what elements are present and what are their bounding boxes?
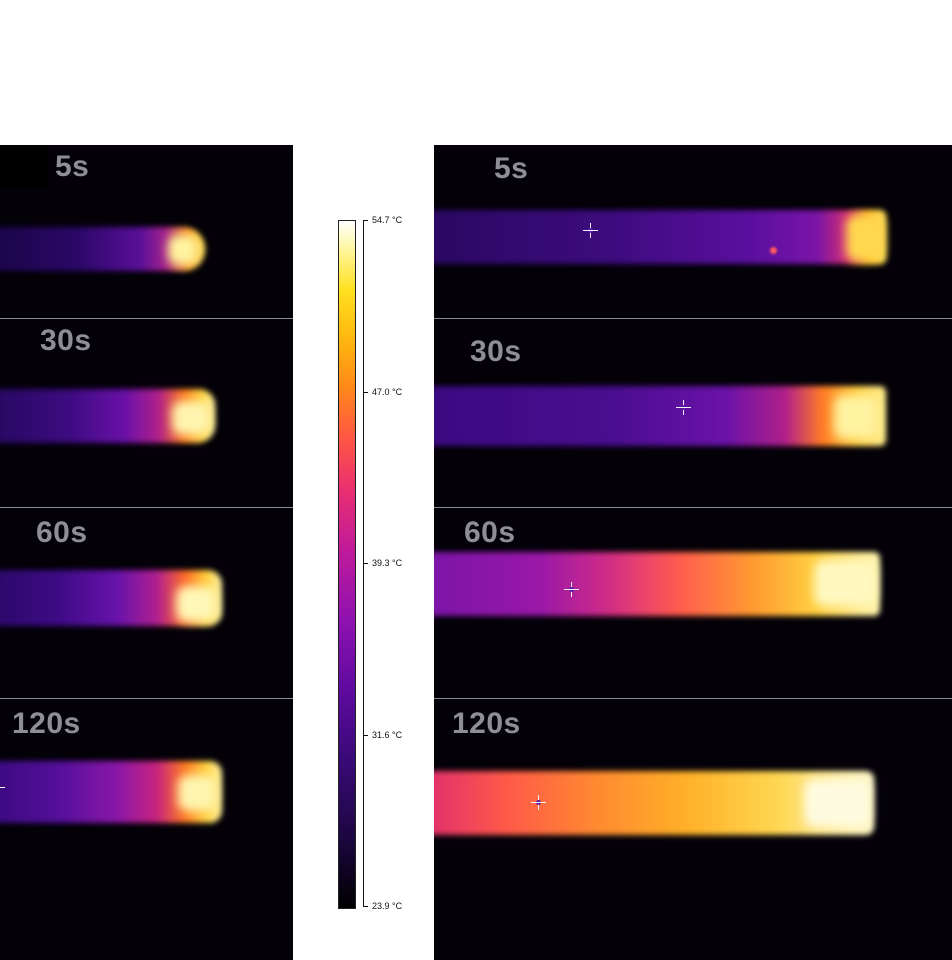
crosshair-marker <box>583 223 598 238</box>
corner-mask <box>0 145 48 189</box>
left-frame-5s: 5s <box>0 145 293 318</box>
hot-spot <box>172 401 210 435</box>
scale-tick <box>363 392 368 393</box>
frame-divider <box>0 507 293 508</box>
time-label: 30s <box>40 324 92 357</box>
hot-spot <box>178 775 216 811</box>
time-label: 60s <box>464 516 516 549</box>
hot-spot <box>176 586 216 622</box>
scale-label: 31.6 °C <box>372 730 403 740</box>
time-label: 5s <box>55 150 90 183</box>
crosshair-marker <box>564 582 579 597</box>
right-thermal-image: 5s 30s 60s 120s <box>434 145 952 960</box>
left-frame-30s: 30s <box>0 319 293 507</box>
frame-divider <box>0 318 293 319</box>
left-frame-120s: 120s <box>0 699 293 960</box>
time-label: 120s <box>12 707 81 740</box>
frame-divider <box>434 698 952 699</box>
time-label: 60s <box>36 516 88 549</box>
heated-rod <box>434 771 874 835</box>
time-label: 30s <box>470 335 522 368</box>
frame-divider <box>0 698 293 699</box>
hot-spot <box>168 235 198 265</box>
scale-label: 39.3 °C <box>372 558 403 568</box>
heated-rod <box>434 552 880 616</box>
right-frame-60s: 60s <box>434 508 952 698</box>
scale-tick <box>363 906 368 907</box>
frame-divider <box>434 318 952 319</box>
hot-spot <box>770 247 777 254</box>
hot-spot <box>834 395 878 439</box>
right-frame-30s: 30s <box>434 319 952 507</box>
heated-rod <box>434 210 886 264</box>
scale-tick <box>363 563 368 564</box>
frame-divider <box>434 507 952 508</box>
hot-spot <box>804 779 870 827</box>
heated-rod <box>434 386 886 446</box>
time-label: 5s <box>494 152 529 185</box>
scale-min-label: 23.9 °C <box>372 901 403 911</box>
right-frame-5s: 5s <box>434 145 952 318</box>
crosshair-marker <box>676 400 691 415</box>
crosshair-marker <box>531 795 546 810</box>
left-frame-60s: 60s <box>0 508 293 698</box>
cursor-mark <box>0 787 5 788</box>
scale-tick <box>363 735 368 736</box>
hot-spot <box>846 215 884 261</box>
temperature-scale-bar <box>338 220 356 909</box>
hot-spot <box>814 560 876 606</box>
time-label: 120s <box>452 707 521 740</box>
right-frame-120s: 120s <box>434 699 952 960</box>
scale-max-label: 54.7 °C <box>372 215 403 225</box>
scale-label: 47.0 °C <box>372 387 403 397</box>
left-thermal-image: 5s 30s 60s 120s <box>0 145 293 960</box>
scale-tick <box>363 220 368 221</box>
